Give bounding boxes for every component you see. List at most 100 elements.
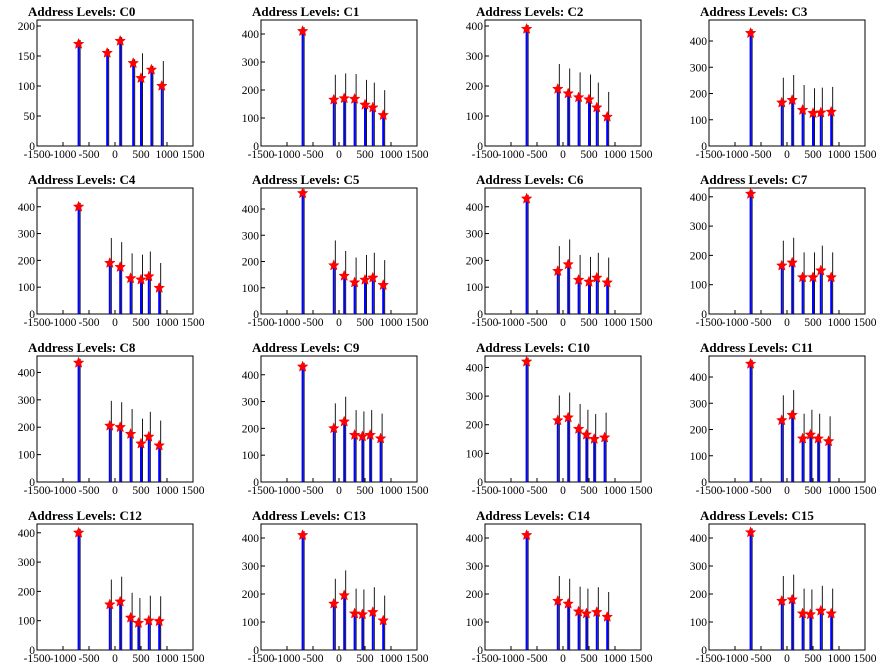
y-tick-label: 0 (701, 141, 707, 153)
peak-marker (296, 360, 309, 372)
plot-frame (708, 19, 866, 147)
peak-marker (572, 605, 585, 617)
x-tick-label: -1000 (722, 317, 749, 329)
chart-panel: Address Levels: C13 0 100 200 300 400 -1500 -10… (224, 504, 448, 672)
x-tick-label: -1500 (696, 149, 723, 161)
y-tick-label: 200 (18, 21, 36, 33)
chart-title: Address Levels: C3 (700, 4, 808, 19)
chart-panel: Address Levels: C8 0 100 200 300 400 -1500 -100… (0, 336, 224, 504)
chart-svg: Address Levels: C2 0 100 200 300 400 -1500 -100… (466, 4, 653, 161)
peak-marker (796, 432, 809, 444)
peak-marker (796, 607, 809, 619)
peak-marker (775, 259, 788, 271)
peak-marker (356, 608, 369, 620)
y-tick-label: 100 (242, 617, 260, 629)
chart-title: Address Levels: C10 (476, 340, 590, 355)
y-tick-label: 0 (253, 309, 259, 321)
x-tick-label: 1500 (630, 653, 653, 665)
y-tick-label: 300 (690, 221, 708, 233)
peak-marker (825, 271, 838, 283)
peak-marker (562, 597, 575, 609)
chart-title: Address Levels: C2 (476, 4, 583, 19)
peak-marker (583, 275, 595, 287)
y-tick-label: 0 (477, 141, 483, 153)
x-tick-label: 1500 (630, 317, 653, 329)
peak-marker (598, 431, 611, 443)
x-tick-label: 1000 (156, 149, 179, 161)
y-tick-label: 400 (242, 370, 260, 382)
y-tick-label: 300 (690, 561, 708, 573)
x-tick-label: 1500 (182, 485, 205, 497)
x-tick-label: -1500 (696, 653, 723, 665)
x-tick-label: 0 (112, 485, 118, 497)
chart-panel: Address Levels: C15 0 100 200 300 400 -1500 -10… (672, 504, 896, 672)
x-tick-label: -1000 (50, 653, 77, 665)
peak-marker (814, 604, 827, 616)
x-tick-label: -500 (750, 653, 771, 665)
x-tick-label: 0 (560, 149, 566, 161)
y-tick-label: 400 (690, 372, 708, 384)
peak-marker (296, 187, 309, 199)
x-tick-label: 1500 (406, 149, 429, 161)
chart-panel: Address Levels: C7 0 100 200 300 400 -1500 -100… (672, 168, 896, 336)
y-tick-label: 100 (242, 113, 260, 125)
x-tick-label: 1000 (156, 485, 179, 497)
x-tick-label: 500 (356, 653, 374, 665)
x-tick-label: -1000 (274, 485, 301, 497)
chart-title: Address Levels: C9 (252, 340, 360, 355)
x-tick-label: -500 (526, 485, 547, 497)
x-tick-label: -500 (302, 653, 323, 665)
x-tick-label: 1000 (604, 485, 627, 497)
x-tick-label: -1500 (472, 149, 499, 161)
peak-marker (327, 597, 340, 609)
peak-marker (153, 439, 166, 451)
peak-marker (786, 408, 799, 421)
plot-frame (708, 355, 866, 483)
y-tick-label: 300 (242, 57, 260, 69)
peak-marker (377, 614, 390, 626)
peak-marker (359, 273, 371, 285)
y-tick-label: 400 (466, 533, 484, 545)
x-tick-label: 500 (132, 149, 150, 161)
x-tick-label: -1000 (498, 653, 525, 665)
y-tick-label: 200 (466, 589, 484, 601)
y-tick-label: 400 (18, 367, 36, 379)
x-tick-label: -1500 (24, 149, 51, 161)
peak-marker (572, 273, 585, 285)
peak-marker (551, 264, 564, 277)
y-tick-label: 200 (18, 255, 36, 267)
chart-svg: Address Levels: C7 0 100 200 300 400 -1500 -100… (690, 172, 877, 329)
y-tick-label: 200 (242, 423, 260, 435)
x-tick-label: -500 (302, 485, 323, 497)
y-tick-label: 300 (242, 230, 260, 242)
y-tick-label: 100 (690, 280, 708, 292)
chart-title: Address Levels: C7 (700, 172, 808, 187)
peak-marker (72, 356, 85, 368)
peak-marker (348, 276, 361, 288)
y-tick-label: 200 (466, 255, 484, 267)
chart-svg: Address Levels: C11 0 100 200 300 400 -1500 -10… (690, 340, 877, 497)
x-tick-label: 1000 (604, 653, 627, 665)
x-tick-label: 500 (804, 317, 822, 329)
chart-svg: Address Levels: C5 0 100 200 300 400 -1500 -100… (242, 172, 429, 329)
peak-marker (775, 96, 788, 108)
x-tick-label: 500 (580, 317, 598, 329)
peak-marker (348, 607, 361, 619)
peak-marker (72, 526, 85, 538)
peak-marker (822, 435, 835, 447)
x-tick-label: 0 (336, 149, 342, 161)
peak-marker (583, 93, 595, 105)
peak-marker (804, 608, 817, 620)
chart-panel: Address Levels: C14 0 100 200 300 400 -1500 -10… (448, 504, 672, 672)
peak-marker (814, 264, 827, 276)
y-tick-label: 0 (253, 645, 259, 657)
peak-marker (744, 26, 757, 39)
y-tick-label: 100 (18, 282, 36, 294)
x-tick-label: -1500 (248, 317, 275, 329)
plot-frame (708, 523, 866, 651)
y-tick-label: 400 (690, 36, 708, 48)
x-tick-label: -1000 (50, 149, 77, 161)
x-tick-label: -1500 (472, 653, 499, 665)
x-tick-label: -1000 (498, 485, 525, 497)
x-tick-label: -500 (750, 317, 771, 329)
